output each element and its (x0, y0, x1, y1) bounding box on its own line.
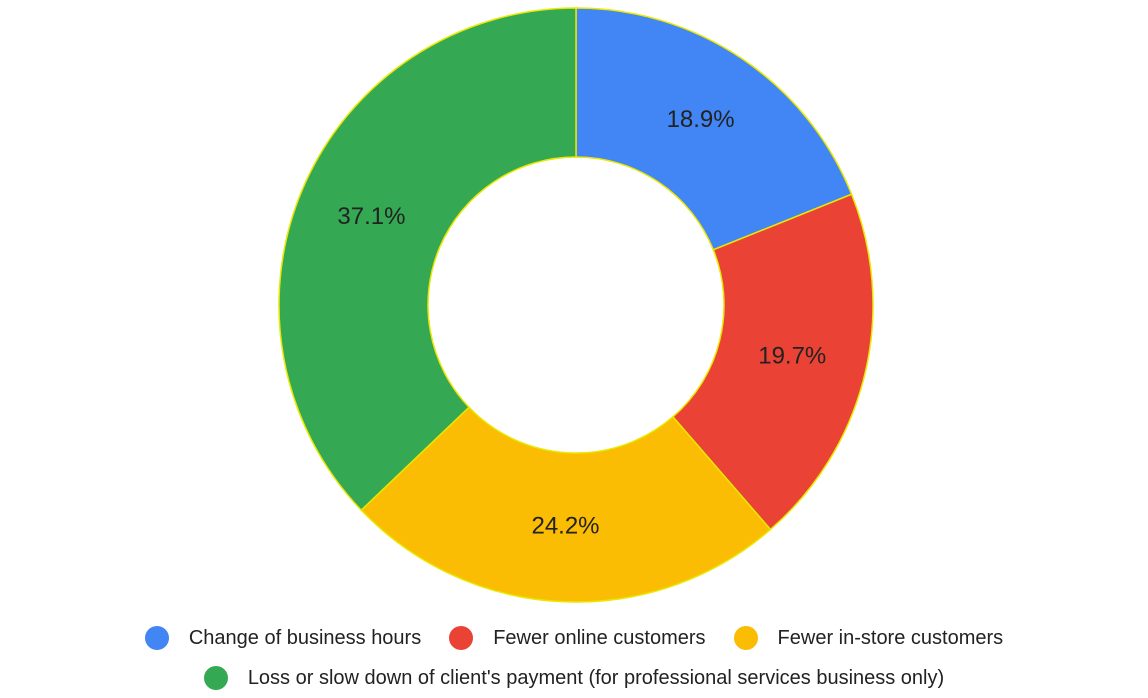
data-label: 37.1% (337, 203, 405, 230)
chart: 18.9% 19.7% 24.2% 37.1% (278, 7, 874, 603)
donut-slice (575, 7, 853, 251)
legend-label: Change of business hours (188, 626, 422, 649)
legend-item: Fewer online customers (449, 626, 706, 650)
legend-item: Fewer in-store customers (733, 626, 1004, 650)
donut-slice (278, 7, 577, 512)
donut-slice (360, 406, 772, 603)
legend-swatch (733, 626, 758, 650)
legend-label: Fewer in-store customers (777, 626, 1004, 649)
legend-label: Loss or slow down of client's payment (f… (247, 666, 945, 689)
legend-row: Loss or slow down of client's payment (f… (0, 658, 1148, 698)
legend-swatch (144, 626, 169, 650)
data-label: 19.7% (758, 343, 826, 370)
legend-label: Fewer online customers (493, 626, 706, 649)
legend-swatch (203, 666, 228, 690)
legend-item: Change of business hours (144, 626, 422, 650)
data-label: 24.2% (531, 513, 599, 540)
legend-item: Loss or slow down of client's payment (f… (203, 666, 945, 690)
legend-row: Change of business hours Fewer online cus… (0, 618, 1148, 658)
legend-swatch (449, 626, 474, 650)
data-label: 18.9% (667, 106, 735, 133)
donut-slice (671, 193, 874, 531)
legend: Change of business hours Fewer online cus… (0, 618, 1148, 698)
